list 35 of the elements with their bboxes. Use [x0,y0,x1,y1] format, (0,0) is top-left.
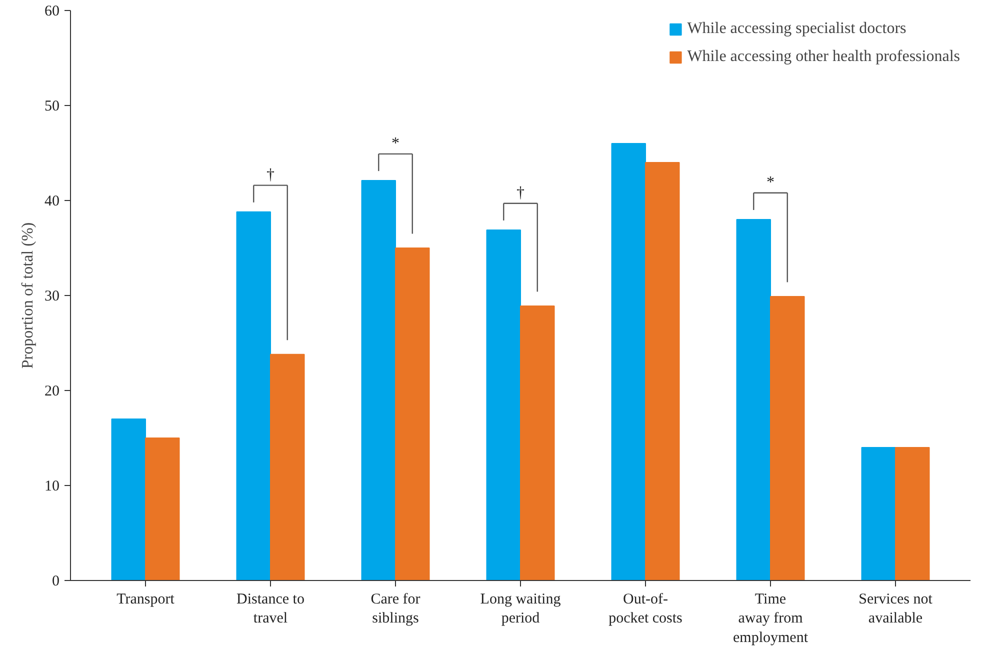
bar [395,248,430,580]
y-tick-label: 10 [44,478,60,494]
bar [486,229,521,580]
bar [736,219,771,580]
annotation: * [392,134,400,152]
bar [236,211,271,580]
bar [895,447,930,580]
y-tick-label: 60 [44,4,60,20]
x-tick-label: Time away from employment [733,592,809,646]
bar [111,418,146,580]
y-tick-label: 20 [44,384,60,400]
bar [361,180,396,580]
annotation: † [516,184,524,202]
y-axis-title: Proportion of total (%) [20,222,36,369]
bar [861,447,896,580]
bar [145,438,180,580]
y-tick-label: 50 [44,98,60,114]
bar [645,162,680,580]
bar [520,305,555,580]
y-tick-label: 30 [44,288,60,304]
y-tick-label: 0 [52,574,60,590]
legend-label: While accessing specialist doctors [687,20,906,38]
x-tick-label: Out-of- pocket costs [608,592,683,627]
x-tick-label: Distance to travel [236,592,304,627]
bar [611,143,646,580]
x-tick-label: Transport [116,592,176,608]
bar [270,354,305,580]
annotation: † [266,166,274,184]
x-tick-label: Care for siblings [370,592,420,627]
annotation: * [766,174,774,191]
y-tick-label: 40 [44,194,60,210]
bar [770,296,805,580]
x-tick-label: Services not available [858,592,934,627]
x-tick-label: Long waiting period [480,592,562,627]
legend-label: While accessing other health professionals [687,48,960,66]
